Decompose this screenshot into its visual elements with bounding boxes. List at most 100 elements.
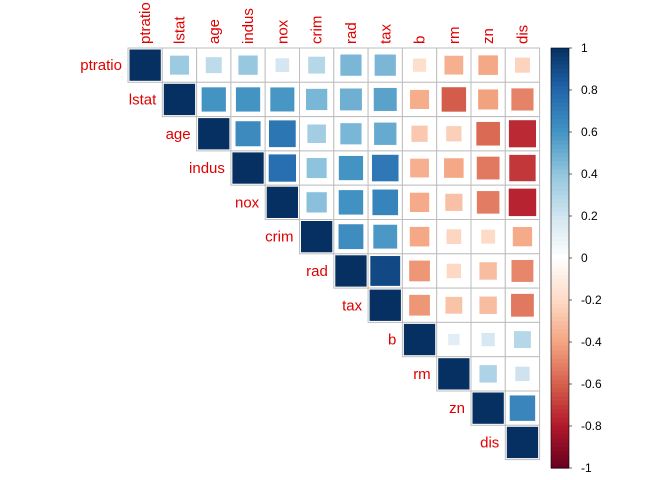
legend-color-segment bbox=[551, 442, 569, 448]
correlation-square-b-dis bbox=[514, 331, 531, 348]
correlation-square-tax-b bbox=[409, 294, 430, 316]
correlation-square-crim-tax bbox=[373, 224, 398, 249]
correlation-square-ptratio-rad bbox=[340, 54, 362, 76]
legend-color-segment bbox=[551, 224, 569, 230]
legend-color-segment bbox=[551, 363, 569, 368]
column-label-ptratio: ptratio bbox=[137, 2, 154, 44]
legend-color-segment bbox=[551, 342, 569, 347]
grid-cell-lstat-zn bbox=[470, 81, 506, 118]
legend-color-segment bbox=[551, 325, 569, 330]
correlation-square-crim-dis bbox=[512, 227, 533, 247]
column-label-rad: rad bbox=[343, 22, 360, 44]
legend-color-segment bbox=[551, 190, 569, 196]
correlation-square-nox-zn bbox=[476, 191, 500, 214]
correlation-square-crim-rm bbox=[446, 229, 462, 244]
correlation-square-nox-dis bbox=[508, 188, 537, 217]
correlation-square-nox-rm bbox=[445, 193, 463, 211]
legend-color-segment bbox=[551, 237, 569, 242]
correlation-square-rm-zn bbox=[479, 365, 497, 383]
correlation-square-rad-zn bbox=[479, 262, 497, 280]
legend-color-segment bbox=[551, 106, 569, 112]
legend-color-segment bbox=[551, 90, 569, 95]
correlation-square-age-tax bbox=[374, 122, 397, 145]
legend-color-segment bbox=[551, 111, 569, 116]
legend-color-segment bbox=[551, 274, 569, 280]
legend-tick-label: 0.4 bbox=[581, 167, 598, 181]
correlation-square-ptratio-zn bbox=[478, 55, 498, 75]
correlation-square-rad-dis bbox=[511, 259, 534, 282]
correlation-square-rad-rm bbox=[446, 263, 462, 279]
legend-color-segment bbox=[551, 94, 569, 99]
legend-color-segment bbox=[551, 375, 569, 381]
correlation-square-age-b bbox=[411, 125, 428, 142]
correlation-square-indus-rm bbox=[444, 158, 464, 178]
correlation-square-lstat-nox bbox=[270, 87, 295, 112]
legend-color-segment bbox=[551, 169, 569, 175]
legend-color-segment bbox=[551, 329, 569, 335]
correlation-square-age-dis bbox=[508, 120, 537, 148]
correlation-square-zn-zn bbox=[472, 392, 504, 424]
legend-color-segment bbox=[551, 421, 569, 427]
correlation-square-tax-dis bbox=[511, 293, 534, 317]
legend-color-segment bbox=[551, 69, 569, 74]
legend-color-segment bbox=[551, 463, 569, 469]
legend-color-segment bbox=[551, 346, 569, 351]
legend-color-segment bbox=[551, 287, 569, 293]
row-label-rm: rm bbox=[413, 366, 431, 383]
legend-tick-label: 0.8 bbox=[581, 83, 598, 97]
legend-color-segment bbox=[551, 295, 569, 301]
legend-color-segment bbox=[551, 379, 569, 385]
legend-color-segment bbox=[551, 304, 569, 309]
grid-cell-lstat-rad bbox=[333, 81, 369, 118]
row-label-nox: nox bbox=[235, 194, 260, 211]
legend-color-segment bbox=[551, 127, 569, 133]
grid-cell-age-rm bbox=[436, 116, 472, 152]
legend-color-segment bbox=[551, 199, 569, 204]
legend-tick-label: -0.8 bbox=[581, 419, 602, 433]
correlation-square-age-indus bbox=[235, 121, 261, 147]
legend-color-segment bbox=[551, 195, 569, 200]
grid-cell-indus-crim bbox=[299, 150, 335, 186]
correlation-square-crim-crim bbox=[301, 221, 333, 253]
legend-color-segment bbox=[551, 245, 569, 251]
correlation-square-age-nox bbox=[268, 120, 296, 148]
legend-color-segment bbox=[551, 153, 569, 158]
legend-color-segment bbox=[551, 258, 569, 263]
row-label-rad: rad bbox=[306, 263, 328, 280]
correlation-square-dis-dis bbox=[506, 426, 539, 459]
legend-color-segment bbox=[551, 132, 569, 137]
legend-color-segment bbox=[551, 455, 569, 461]
column-label-b: b bbox=[412, 36, 429, 44]
legend-color-segment bbox=[551, 459, 569, 465]
column-label-indus: indus bbox=[240, 8, 257, 44]
legend-color-segment bbox=[551, 85, 569, 91]
legend-color-segment bbox=[551, 413, 569, 419]
legend-color-segment bbox=[551, 60, 569, 66]
correlation-square-age-crim bbox=[307, 124, 326, 144]
legend-color-segment bbox=[551, 283, 569, 288]
legend-color-segment bbox=[551, 438, 569, 444]
correlation-square-ptratio-b bbox=[412, 58, 427, 72]
row-label-indus: indus bbox=[189, 160, 225, 177]
legend-color-segment bbox=[551, 161, 569, 167]
legend-color-segment bbox=[551, 56, 569, 62]
legend-color-segment bbox=[551, 73, 569, 78]
correlation-square-rad-tax bbox=[370, 256, 401, 286]
legend-color-segment bbox=[551, 447, 569, 452]
legend-color-segment bbox=[551, 417, 569, 423]
legend-color-segment bbox=[551, 291, 569, 297]
legend-tick-label: -1 bbox=[581, 461, 592, 475]
correlation-square-ptratio-age bbox=[205, 57, 222, 74]
legend-color-segment bbox=[551, 400, 569, 406]
correlation-square-lstat-indus bbox=[235, 87, 261, 112]
legend-color-segment bbox=[551, 279, 569, 284]
legend-color-segment bbox=[551, 249, 569, 255]
column-label-lstat: lstat bbox=[171, 16, 188, 44]
correlation-square-zn-dis bbox=[509, 395, 536, 421]
legend-color-segment bbox=[551, 409, 569, 414]
legend-color-segment bbox=[551, 253, 569, 259]
column-label-rm: rm bbox=[446, 27, 463, 45]
legend-color-segment bbox=[551, 115, 569, 120]
row-label-crim: crim bbox=[265, 229, 293, 246]
